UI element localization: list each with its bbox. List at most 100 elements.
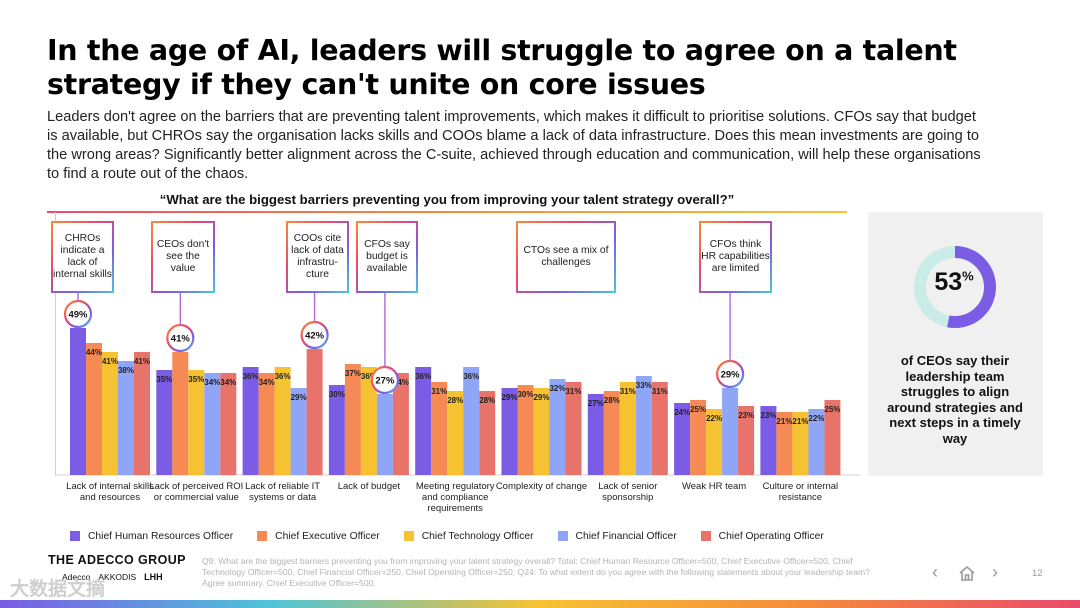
- bar-value-label: 31%: [652, 387, 668, 396]
- bar-value-label: 32%: [549, 384, 565, 393]
- bar-value-label: 36%: [275, 372, 291, 381]
- bar: [86, 343, 102, 475]
- bar: [603, 391, 620, 475]
- bar: [188, 370, 205, 475]
- bar: [344, 364, 361, 475]
- bar-chart: 44%41%38%41%Lack of internal skills and …: [55, 293, 860, 514]
- bar: [463, 367, 480, 475]
- bar: [328, 385, 345, 475]
- bar: [619, 382, 636, 475]
- bar-value-label: 27%: [588, 399, 604, 408]
- side-panel-suffix: %: [962, 268, 974, 284]
- highlight-value-label: 27%: [375, 376, 395, 387]
- bar-value-label: 29%: [501, 393, 517, 402]
- bar: [258, 373, 275, 475]
- bar: [134, 352, 150, 475]
- page-subtitle: Leaders don't agree on the barriers that…: [47, 109, 981, 182]
- bar: [290, 388, 307, 475]
- bar-value-label: 34%: [220, 378, 236, 387]
- bar: [392, 373, 409, 475]
- bar: [447, 391, 464, 475]
- legend-item: Chief Executive Officer: [257, 531, 380, 542]
- question-underline: [47, 211, 847, 213]
- bar-value-label: 29%: [533, 393, 549, 402]
- legend-item: Chief Financial Officer: [557, 531, 677, 542]
- bar: [722, 388, 739, 475]
- bar: [242, 367, 259, 475]
- bar: [635, 376, 652, 475]
- bar: [706, 409, 723, 475]
- callout-box: CFOs say budget is available: [356, 221, 418, 293]
- bottom-gradient-bar: [0, 600, 1080, 608]
- sub-brand-akkodis: AKKODIS: [98, 572, 137, 582]
- previous-arrow-icon[interactable]: ‹: [932, 562, 938, 582]
- chart-left-border: [55, 212, 56, 476]
- bar: [102, 352, 118, 475]
- bar: [690, 400, 707, 475]
- legend-swatch: [70, 531, 80, 541]
- category-label: Culture or internal resistance: [763, 481, 839, 503]
- bar-value-label: 28%: [479, 396, 495, 405]
- bar: [70, 328, 86, 475]
- bar: [204, 373, 221, 475]
- bar-value-label: 22%: [808, 414, 824, 423]
- legend-label: Chief Operating Officer: [718, 530, 824, 542]
- bar-value-label: 36%: [463, 372, 479, 381]
- bar: [565, 382, 582, 475]
- category-label: Meeting regulatory and compliance requir…: [416, 481, 495, 514]
- legend-label: Chief Executive Officer: [275, 530, 380, 542]
- bar-value-label: 34%: [259, 378, 275, 387]
- next-arrow-icon[interactable]: ›: [992, 562, 998, 582]
- bar-value-label: 29%: [291, 393, 307, 402]
- bar: [501, 388, 518, 475]
- bar-value-label: 24%: [674, 408, 690, 417]
- bar: [479, 391, 496, 475]
- legend-item: Chief Operating Officer: [700, 530, 824, 542]
- bar-value-label: 31%: [565, 387, 581, 396]
- callout-box: CTOs see a mix of challenges: [516, 221, 616, 293]
- category-label: Lack of internal skills and resources: [66, 481, 154, 503]
- bar-value-label: 35%: [156, 375, 172, 384]
- chart-legend: Chief Human Resources Officer Chief Execu…: [70, 529, 848, 543]
- bar-value-label: 35%: [188, 375, 204, 384]
- bar-value-label: 41%: [134, 357, 150, 366]
- category-label: Weak HR team: [682, 481, 746, 492]
- bar: [738, 406, 755, 475]
- legend-label: Chief Technology Officer: [421, 530, 534, 542]
- sub-brand-logos: Adecco AKKODIS LHH: [62, 572, 163, 582]
- page-number: 12: [1032, 568, 1043, 579]
- bar-value-label: 30%: [329, 390, 345, 399]
- bar: [360, 367, 377, 475]
- bar: [674, 403, 691, 475]
- bar: [118, 361, 134, 475]
- category-label: Lack of budget: [338, 481, 400, 492]
- bar-value-label: 33%: [636, 381, 652, 390]
- donut-gauge: [914, 246, 996, 328]
- side-panel-number: 53: [934, 268, 963, 296]
- bar: [808, 409, 825, 475]
- category-label: Lack of perceived ROI or commercial valu…: [149, 481, 243, 503]
- bar: [172, 352, 189, 475]
- sub-brand-adecco: Adecco: [62, 572, 91, 582]
- bar: [776, 412, 793, 475]
- bar: [549, 379, 566, 475]
- bar: [587, 394, 604, 475]
- sub-brand-lhh: LHH: [144, 572, 163, 582]
- bar-value-label: 41%: [102, 357, 118, 366]
- bar-value-label: 34%: [204, 378, 220, 387]
- footnote: Q9: What are the biggest barriers preven…: [202, 556, 870, 588]
- bar: [517, 385, 534, 475]
- category-label: Lack of senior sponsorship: [598, 481, 657, 503]
- highlight-value-label: 42%: [305, 331, 325, 342]
- bar-value-label: 25%: [824, 405, 840, 414]
- bar-value-label: 21%: [792, 417, 808, 426]
- brand-logo: THE ADECCO GROUP: [48, 553, 186, 567]
- page-title: In the age of AI, leaders will struggle …: [47, 34, 957, 101]
- bar-value-label: 36%: [415, 372, 431, 381]
- legend-item: Chief Technology Officer: [403, 530, 534, 542]
- bar-value-label: 31%: [620, 387, 636, 396]
- bar: [651, 382, 668, 475]
- home-icon[interactable]: [958, 565, 976, 581]
- callout-box: CHROs indicate a lack of internal skills: [51, 221, 114, 293]
- bar-value-label: 23%: [760, 411, 776, 420]
